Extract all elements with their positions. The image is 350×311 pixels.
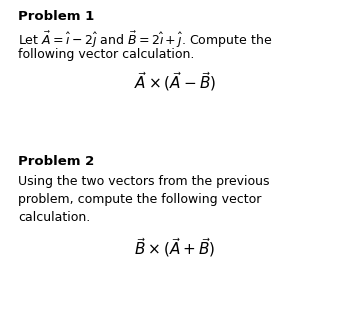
Text: problem, compute the following vector: problem, compute the following vector	[18, 193, 261, 206]
Text: Problem 2: Problem 2	[18, 155, 94, 168]
Text: $\vec{A} \times (\vec{A} - \vec{B})$: $\vec{A} \times (\vec{A} - \vec{B})$	[134, 70, 216, 93]
Text: Using the two vectors from the previous: Using the two vectors from the previous	[18, 175, 270, 188]
Text: Let $\vec{A} = \hat{\imath} - 2\hat{\jmath}$ and $\vec{B} = 2\hat{\imath} + \hat: Let $\vec{A} = \hat{\imath} - 2\hat{\jma…	[18, 30, 272, 50]
Text: $\vec{B} \times (\vec{A} + \vec{B})$: $\vec{B} \times (\vec{A} + \vec{B})$	[134, 236, 216, 259]
Text: Problem 1: Problem 1	[18, 10, 94, 23]
Text: calculation.: calculation.	[18, 211, 90, 224]
Text: following vector calculation.: following vector calculation.	[18, 48, 194, 61]
